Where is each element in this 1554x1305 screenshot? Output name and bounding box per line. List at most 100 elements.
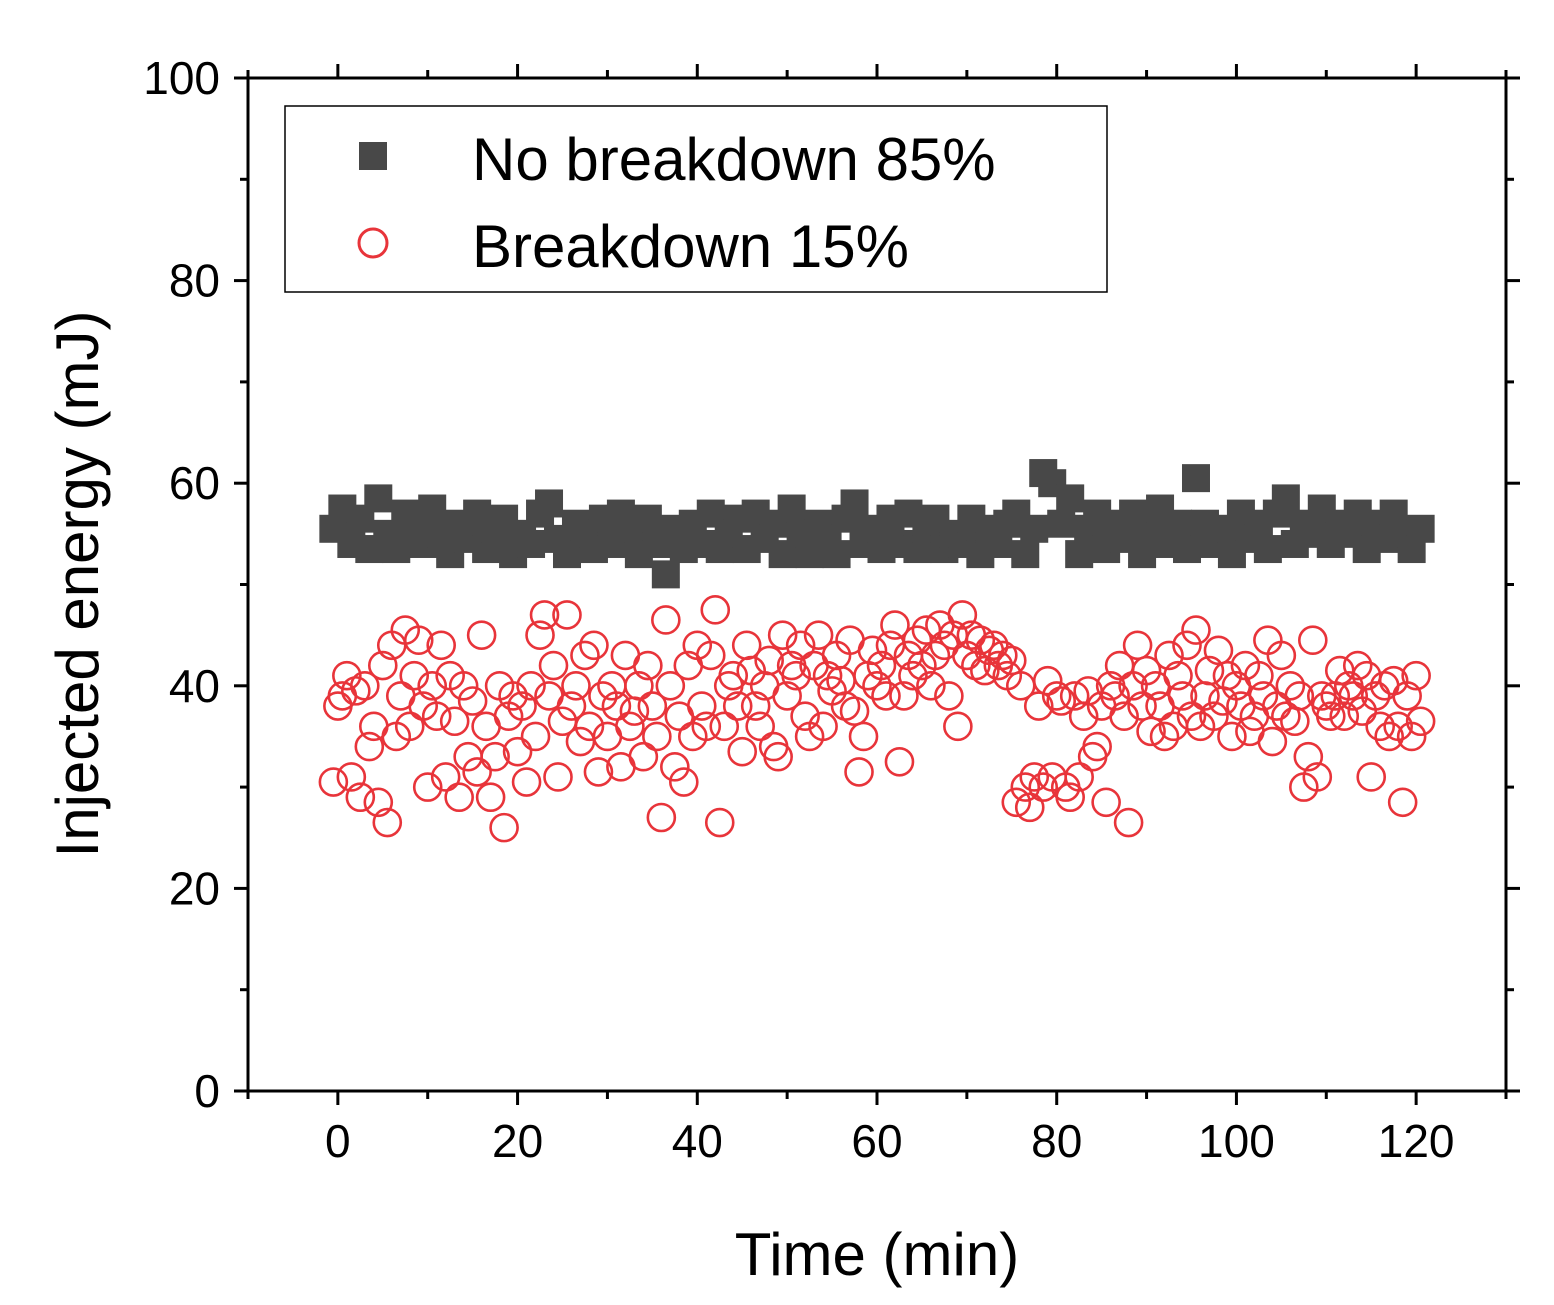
x-tick-label: 20 — [492, 1115, 543, 1167]
no-breakdown-point — [1406, 514, 1435, 543]
breakdown-point — [1396, 721, 1427, 752]
breakdown-point — [898, 660, 928, 691]
no-breakdown-point — [1164, 509, 1193, 538]
legend: No breakdown 85% Breakdown 15% — [284, 105, 1108, 293]
breakdown-point — [1113, 807, 1144, 838]
breakdown-point — [1302, 762, 1333, 792]
breakdown-point — [1360, 681, 1391, 711]
no-breakdown-point — [1173, 535, 1202, 564]
breakdown-point — [430, 762, 461, 792]
breakdown-point — [812, 660, 843, 691]
breakdown-point — [1365, 711, 1395, 742]
breakdown-point — [1284, 681, 1315, 711]
no-breakdown-point — [777, 494, 806, 523]
breakdown-point — [354, 731, 385, 762]
breakdown-point — [1154, 640, 1184, 671]
no-breakdown-point — [822, 540, 851, 569]
breakdown-point — [570, 640, 600, 671]
breakdown-point — [808, 711, 838, 742]
breakdown-point — [525, 620, 555, 650]
breakdown-point — [965, 625, 996, 656]
breakdown-point — [1001, 787, 1032, 818]
breakdown-point — [444, 782, 474, 813]
breakdown-point — [655, 670, 686, 701]
breakdown-point — [507, 691, 537, 721]
breakdown-point — [1046, 686, 1077, 716]
breakdown-point — [1181, 615, 1211, 645]
x-axis-title: Time (min) — [735, 1221, 1019, 1288]
breakdown-point — [844, 757, 874, 787]
breakdown-point — [1055, 782, 1085, 813]
breakdown-point — [565, 726, 596, 757]
breakdown-point — [556, 691, 587, 721]
no-breakdown-point — [840, 489, 869, 518]
no-breakdown-point — [651, 560, 680, 589]
breakdown-point — [475, 782, 506, 813]
breakdown-point — [439, 706, 470, 737]
breakdown-point — [857, 635, 888, 666]
breakdown-point — [1167, 681, 1198, 711]
breakdown-point — [880, 610, 910, 640]
no-breakdown-point — [535, 489, 564, 518]
no-breakdown-point — [1047, 509, 1076, 538]
no-breakdown-point — [1065, 540, 1094, 569]
breakdown-point — [637, 691, 668, 721]
breakdown-series — [318, 595, 1436, 843]
breakdown-point — [1028, 772, 1059, 802]
breakdown-point — [889, 681, 919, 711]
breakdown-point — [848, 721, 879, 752]
no-breakdown-point — [517, 529, 546, 558]
breakdown-point — [1131, 655, 1162, 686]
no-breakdown-point — [1056, 484, 1085, 513]
breakdown-point — [489, 812, 519, 843]
no-breakdown-point — [418, 494, 447, 523]
legend-marker-no-breakdown — [359, 142, 387, 170]
breakdown-point — [1405, 706, 1436, 737]
breakdown-point — [740, 691, 771, 721]
no-breakdown-point — [633, 504, 662, 533]
breakdown-point — [332, 660, 362, 691]
breakdown-point — [1293, 741, 1324, 772]
breakdown-point — [866, 650, 897, 681]
breakdown-point — [695, 640, 726, 671]
y-tick-label: 60 — [169, 457, 220, 509]
breakdown-point — [700, 595, 731, 625]
breakdown-point — [480, 741, 510, 772]
breakdown-point — [1010, 772, 1041, 802]
no-breakdown-point — [1271, 484, 1300, 513]
breakdown-point — [884, 746, 915, 777]
breakdown-point — [633, 650, 663, 681]
breakdown-point — [916, 670, 946, 701]
breakdown-point — [1257, 726, 1288, 757]
breakdown-point — [1280, 706, 1310, 737]
no-breakdown-point — [1253, 535, 1282, 564]
breakdown-point — [651, 605, 681, 635]
breakdown-point — [790, 701, 820, 731]
legend-label-breakdown: Breakdown 15% — [472, 213, 909, 280]
breakdown-point — [538, 650, 569, 681]
y-tick-label: 20 — [169, 862, 220, 914]
breakdown-point — [871, 681, 901, 711]
breakdown-point — [367, 650, 398, 681]
breakdown-point — [1244, 660, 1274, 691]
breakdown-point — [781, 660, 811, 691]
breakdown-point — [1041, 681, 1072, 711]
breakdown-point — [803, 620, 834, 650]
breakdown-point — [934, 681, 964, 711]
breakdown-point — [453, 741, 483, 772]
breakdown-point — [785, 630, 816, 661]
y-axis-title: Injected energy (mJ) — [44, 311, 111, 858]
breakdown-point — [1338, 681, 1369, 711]
breakdown-point — [1266, 640, 1297, 671]
no-breakdown-point — [1020, 514, 1049, 543]
breakdown-point — [754, 645, 784, 676]
breakdown-point — [511, 767, 542, 797]
breakdown-point — [979, 630, 1009, 661]
legend-marker-breakdown — [357, 227, 389, 259]
breakdown-point — [394, 711, 425, 742]
breakdown-point — [574, 711, 605, 742]
breakdown-point — [1315, 701, 1346, 731]
breakdown-point — [947, 600, 978, 630]
breakdown-point — [1059, 681, 1090, 711]
breakdown-point — [727, 736, 758, 767]
